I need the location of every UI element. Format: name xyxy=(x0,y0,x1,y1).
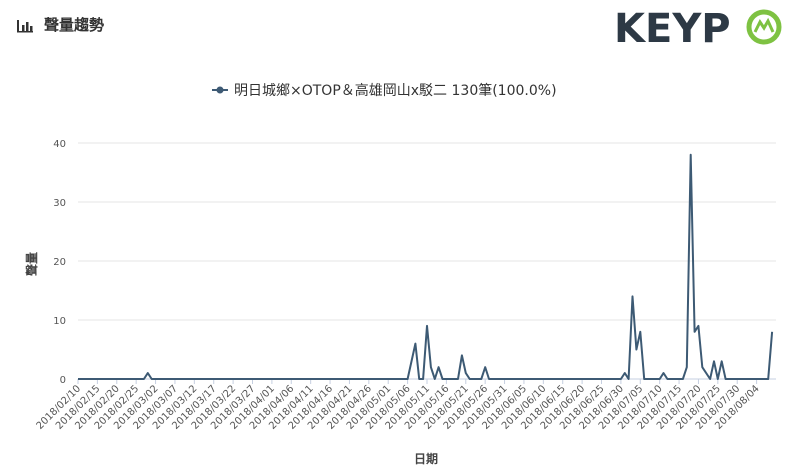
legend[interactable]: 明日城鄉×OTOP＆高雄岡山x駁二 130筆(100.0%) xyxy=(212,82,557,99)
data-point[interactable] xyxy=(642,377,646,381)
data-point[interactable] xyxy=(150,377,154,381)
series-line xyxy=(78,153,774,380)
data-point[interactable] xyxy=(700,365,704,369)
data-point[interactable] xyxy=(468,377,472,381)
y-tick-label: 30 xyxy=(53,198,66,209)
legend-marker xyxy=(216,86,224,94)
data-point[interactable] xyxy=(658,377,662,381)
data-point[interactable] xyxy=(685,365,689,369)
y-tick-label: 0 xyxy=(60,375,66,386)
data-point[interactable] xyxy=(696,324,700,328)
data-point[interactable] xyxy=(689,153,693,157)
data-point[interactable] xyxy=(460,353,464,357)
data-point[interactable] xyxy=(720,359,724,363)
data-point[interactable] xyxy=(429,365,433,369)
data-point[interactable] xyxy=(627,377,631,381)
data-point[interactable] xyxy=(638,330,642,334)
logo-text: KEYP xyxy=(614,6,731,50)
data-point[interactable] xyxy=(437,365,441,369)
data-point[interactable] xyxy=(146,371,150,375)
data-point[interactable] xyxy=(483,365,487,369)
data-point[interactable] xyxy=(413,342,417,346)
x-axis-title: 日期 xyxy=(414,451,438,466)
data-point[interactable] xyxy=(421,377,425,381)
legend-label: 明日城鄉×OTOP＆高雄岡山x駁二 130筆(100.0%) xyxy=(234,82,557,99)
data-point[interactable] xyxy=(634,348,638,352)
logo-o-mark: O xyxy=(746,9,782,45)
data-point[interactable] xyxy=(417,377,421,381)
data-point[interactable] xyxy=(479,377,483,381)
y-tick-label: 10 xyxy=(53,316,66,327)
data-point[interactable] xyxy=(631,294,635,298)
data-point[interactable] xyxy=(142,377,146,381)
data-point[interactable] xyxy=(708,377,712,381)
data-point[interactable] xyxy=(665,377,669,381)
data-point[interactable] xyxy=(693,330,697,334)
y-axis-title: 聲量 xyxy=(24,252,39,276)
data-point[interactable] xyxy=(406,377,410,381)
data-point[interactable] xyxy=(766,377,770,381)
data-point[interactable] xyxy=(441,377,445,381)
keypo-logo[interactable]: KEYP O xyxy=(614,4,784,50)
y-tick-label: 40 xyxy=(53,139,66,150)
data-point[interactable] xyxy=(425,324,429,328)
data-point[interactable] xyxy=(623,371,627,375)
section-title: 聲量趨勢 xyxy=(44,16,105,34)
data-point[interactable] xyxy=(770,330,774,334)
data-point[interactable] xyxy=(712,359,716,363)
data-point[interactable] xyxy=(619,377,623,381)
data-point[interactable] xyxy=(662,371,666,375)
data-point[interactable] xyxy=(716,377,720,381)
data-point[interactable] xyxy=(76,377,80,381)
data-point[interactable] xyxy=(464,371,468,375)
data-point[interactable] xyxy=(681,377,685,381)
bar-chart-icon xyxy=(17,20,33,33)
data-point[interactable] xyxy=(433,377,437,381)
data-point[interactable] xyxy=(487,377,491,381)
y-tick-label: 20 xyxy=(53,257,66,268)
data-point[interactable] xyxy=(456,377,460,381)
data-point[interactable] xyxy=(724,377,728,381)
